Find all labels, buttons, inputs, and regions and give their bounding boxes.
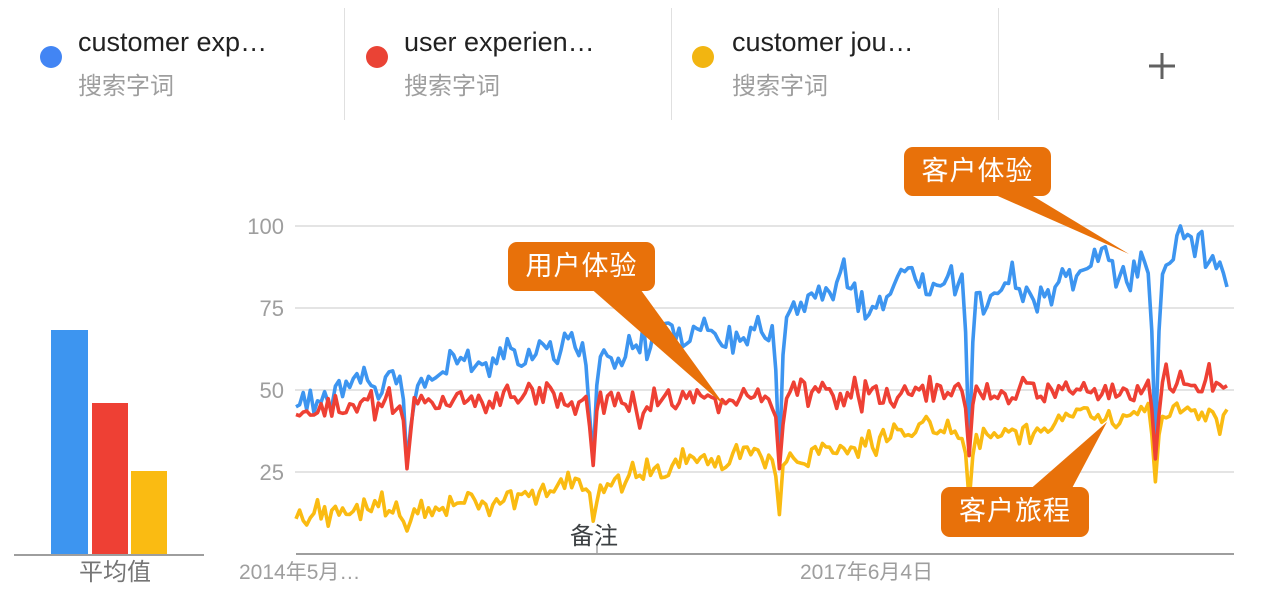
- svg-text:2014年5月…: 2014年5月…: [239, 561, 360, 584]
- svg-text:100: 100: [247, 214, 284, 239]
- svg-text:2017年6月4日: 2017年6月4日: [800, 561, 933, 584]
- svg-text:50: 50: [260, 378, 284, 403]
- svg-text:75: 75: [260, 296, 284, 321]
- svg-text:平均值: 平均值: [79, 559, 151, 586]
- svg-text:备注: 备注: [570, 523, 618, 550]
- svg-text:25: 25: [260, 460, 284, 485]
